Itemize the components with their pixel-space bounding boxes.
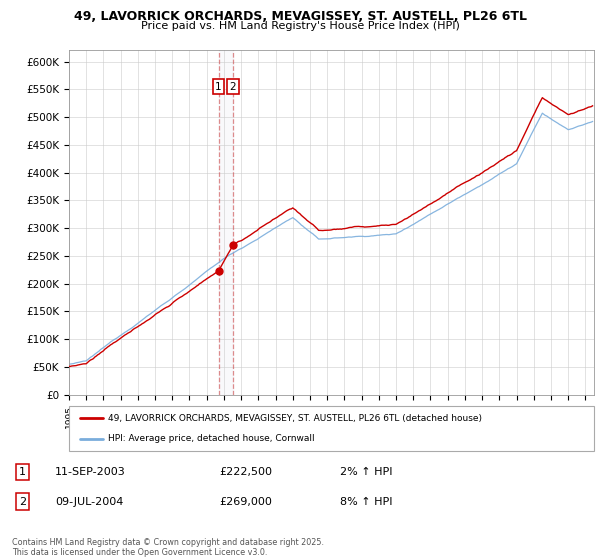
Text: Contains HM Land Registry data © Crown copyright and database right 2025.
This d: Contains HM Land Registry data © Crown c… xyxy=(12,538,324,557)
Text: 49, LAVORRICK ORCHARDS, MEVAGISSEY, ST. AUSTELL, PL26 6TL: 49, LAVORRICK ORCHARDS, MEVAGISSEY, ST. … xyxy=(74,10,527,23)
Text: 09-JUL-2004: 09-JUL-2004 xyxy=(55,497,124,507)
Text: £269,000: £269,000 xyxy=(220,497,272,507)
Text: 49, LAVORRICK ORCHARDS, MEVAGISSEY, ST. AUSTELL, PL26 6TL (detached house): 49, LAVORRICK ORCHARDS, MEVAGISSEY, ST. … xyxy=(109,414,482,423)
Text: 1: 1 xyxy=(19,467,26,477)
Text: 11-SEP-2003: 11-SEP-2003 xyxy=(55,467,126,477)
Text: 2: 2 xyxy=(19,497,26,507)
Text: Price paid vs. HM Land Registry's House Price Index (HPI): Price paid vs. HM Land Registry's House … xyxy=(140,21,460,31)
Text: 2% ↑ HPI: 2% ↑ HPI xyxy=(340,467,393,477)
Text: 2: 2 xyxy=(230,82,236,92)
Text: 1: 1 xyxy=(215,82,222,92)
Text: 8% ↑ HPI: 8% ↑ HPI xyxy=(340,497,393,507)
Text: HPI: Average price, detached house, Cornwall: HPI: Average price, detached house, Corn… xyxy=(109,434,315,443)
Bar xyxy=(218,50,233,395)
Text: £222,500: £222,500 xyxy=(220,467,272,477)
